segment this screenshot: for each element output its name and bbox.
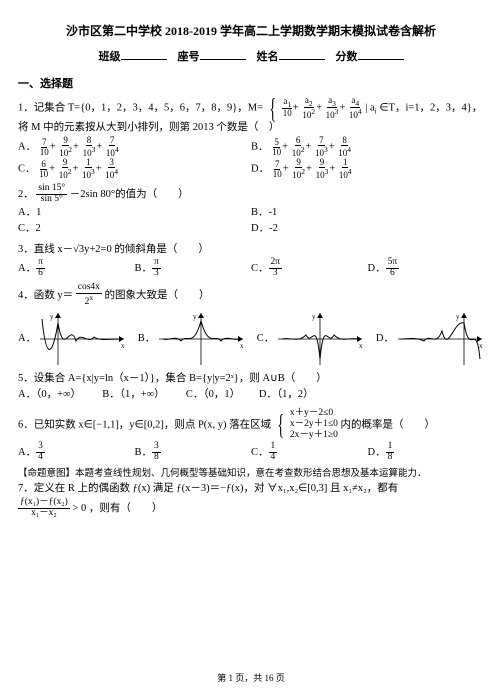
q3-choices: A．π6 B．π3 C．2π3 D．5π6 [18,258,484,279]
q1-stem-a: 1．记集合 T={0，1，2，3，4，5，6，7，8，9}，M= [18,102,263,113]
q5-C: C．（0，1） [186,387,240,403]
svg-text:x: x [240,342,244,350]
q1-D: D． [251,164,269,175]
graph-d: xy [396,311,484,367]
q1-choices: A． 710+ 9102+ 8103+ 7104 B． 510+ 6102+ 7… [18,136,484,180]
system-lines: x＋y－2≤0 x－2y＋1≤0 2x－y＋1≥0 [290,408,338,442]
q1-stem-d: 将 M 中的元素按从大到小排列，则第 2013 个数是（ ） [18,122,279,133]
q5-A: A．（0，+∞） [18,387,81,403]
q5-choices: A．（0，+∞） B．（1，+∞） C．（0，1） D．（1，2） [18,387,484,403]
svg-text:y: y [50,313,54,321]
q6-C: C． [251,447,269,458]
blank-seat [200,48,246,60]
q2-A: A．1 [18,205,251,221]
blank-label-score: 分数 [336,51,358,63]
blank-score [358,48,404,60]
q1-A: A． [18,142,36,153]
svg-text:x: x [479,342,483,350]
blank-label-seat: 座号 [178,51,200,63]
q1-B: B． [251,142,269,153]
q5-stem: 5．设集合 A={x|y=ln（x－1）}，集合 B={y|y=2ˣ}，则 A∪… [18,373,327,384]
q4-D: D． [376,331,394,347]
q6-stem-b: 内的概率是（ ） [340,419,435,430]
question-1: 1．记集合 T={0，1，2，3，4，5，6，7，8，9}，M= { a110+… [18,96,484,181]
question-7: 7．定义在 R 上的偶函数 ƒ(x) 满足 ƒ(x－3)＝−ƒ(x)，对 ∀x₁… [18,481,484,518]
q1-C: C． [18,164,36,175]
question-3: 3．直线 x－√3y+2=0 的倾斜角是（ ） A．π6 B．π3 C．2π3 … [18,242,484,279]
blank-name [279,48,325,60]
q6-A: A． [18,447,36,458]
q2-D: D．-2 [251,221,484,237]
q3-B: B． [135,263,153,274]
q6-B: B． [135,447,153,458]
q3-C: C． [251,263,269,274]
graph-c: xy [276,311,364,367]
q4-choices: A． xy B． xy [18,311,484,367]
q6-choices: A．34 B．38 C．14 D．18 [18,442,484,463]
q4-stem-a: 4．函数 y＝ [18,290,73,301]
q4-B: B． [138,331,156,347]
q4-A: A． [18,331,36,347]
q4-C: C． [257,331,275,347]
blank-class [121,48,167,60]
question-4: 4．函数 y＝ cos4x2x 的图象大致是（ ） A． xy B． [18,283,484,367]
question-6: 6．已知实数 x∈[−1,1]，y∈[0,2]，则点 P(x, y) 落在区域 … [18,408,484,463]
info-blanks: 班级 座号 姓名 分数 [18,48,484,66]
svg-text:y: y [312,313,316,321]
blank-label-class: 班级 [99,51,121,63]
question-2: 2． sin 15°sin 5° －2sin 80°的值为（ ） A．1 B．-… [18,184,484,237]
section-heading: 一、选择题 [18,76,484,93]
q3-D: D． [368,263,386,274]
q5-B: B．（1，+∞） [102,387,164,403]
explain-note: 【命题意图】本题考查线性规划、几何概型等基础知识，意在考查数形结合思想及基本运算… [18,467,484,482]
svg-text:y: y [193,313,197,321]
q2-C: C．2 [18,221,251,237]
q2-choices: A．1 B．-1 C．2 D．-2 [18,205,484,238]
svg-text:y: y [456,313,460,321]
q2-pre: 2． [18,189,34,200]
q2-B: B．-1 [251,205,484,221]
q3-A: A． [18,263,36,274]
q7-stem-b: > 0 ，则有（ ） [72,503,162,514]
blank-label-name: 姓名 [257,51,279,63]
svg-text:x: x [359,342,363,350]
q1-stem-c: ∈T，i=1，2，3，4}， [379,102,482,113]
q2-stem: －2sin 80°的值为（ ） [70,189,189,200]
q1-stem-b: | a [365,102,374,113]
q6-stem-a: 6．已知实数 x∈[−1,1]，y∈[0,2]，则点 P(x, y) 落在区域 [18,419,271,430]
document-page: 沙市区第二中学校 2018-2019 学年高二上学期数学期末模拟试卷含解析 班级… [0,0,502,694]
svg-text:x: x [121,342,125,350]
q6-D: D． [368,447,386,458]
q7-stem-a: 7．定义在 R 上的偶函数 ƒ(x) 满足 ƒ(x－3)＝−ƒ(x)，对 ∀x₁… [18,483,398,494]
q4-stem-b: 的图象大致是（ ） [105,290,210,301]
brace-open: { [269,99,276,121]
q5-D: D．（1，2） [259,387,314,403]
graph-b: xy [157,311,245,367]
graph-a: xy [38,311,126,367]
doc-title: 沙市区第二中学校 2018-2019 学年高二上学期数学期末模拟试卷含解析 [18,22,484,41]
question-5: 5．设集合 A={x|y=ln（x－1）}，集合 B={y|y=2ˣ}，则 A∪… [18,371,484,404]
page-footer: 第 1 页，共 16 页 [0,672,502,686]
q3-stem: 3．直线 x－√3y+2=0 的倾斜角是（ ） [18,244,209,255]
brace-icon: { [277,415,284,437]
